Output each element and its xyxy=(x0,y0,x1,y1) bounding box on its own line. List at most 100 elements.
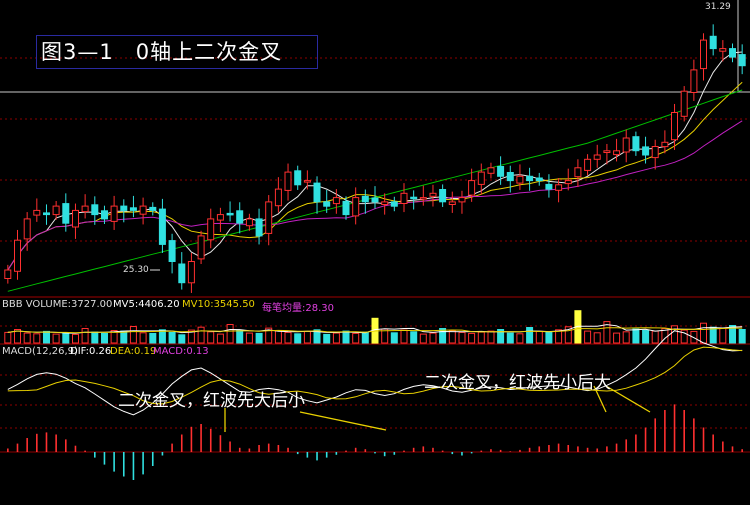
volume-bar-17 xyxy=(168,331,176,344)
volume-mv5: MV5:4406.20 xyxy=(113,299,180,310)
candle-body-55 xyxy=(535,177,543,182)
volume-bar-13 xyxy=(129,326,137,344)
volume-bar-6 xyxy=(62,332,70,344)
candle-body-48 xyxy=(468,180,476,196)
volume-mv10: MV10:3545.50 xyxy=(182,299,255,310)
candle-body-65 xyxy=(632,136,640,152)
candle-body-4 xyxy=(43,212,50,216)
volume-bar-58 xyxy=(564,326,572,344)
candle-body-17 xyxy=(168,240,176,263)
volume-bar-21 xyxy=(207,331,215,344)
volume-bar-18 xyxy=(178,334,186,344)
volume-bar-16 xyxy=(158,329,166,344)
macd-dea-line xyxy=(7,346,743,405)
volume-bar-33 xyxy=(323,333,331,344)
candle-body-30 xyxy=(294,170,302,186)
candle-body-27 xyxy=(265,201,273,234)
volume-bar-44 xyxy=(429,332,437,344)
volume-bar-60 xyxy=(584,330,592,344)
volume-bar-67 xyxy=(651,330,659,344)
candle-body-26 xyxy=(255,218,263,237)
volume-bar-41 xyxy=(400,329,408,344)
volume-mv10-line xyxy=(7,327,743,334)
volume-bar-55 xyxy=(535,330,543,344)
candle-body-0 xyxy=(4,269,12,279)
candle-body-62 xyxy=(603,150,611,154)
volume-bar-24 xyxy=(236,330,244,344)
ma10-line xyxy=(7,81,743,271)
candle-body-8 xyxy=(81,205,89,213)
volume-bar-48 xyxy=(468,332,476,344)
candle-body-39 xyxy=(381,201,389,205)
volume-bar-40 xyxy=(390,332,398,344)
candle-body-54 xyxy=(526,175,534,182)
candle-body-13 xyxy=(129,207,137,211)
volume-bar-4 xyxy=(43,330,50,344)
candle-body-73 xyxy=(709,35,717,50)
volume-bar-3 xyxy=(33,333,41,344)
volume-bar-19 xyxy=(187,329,195,344)
volume-bar-28 xyxy=(274,330,282,344)
volume-bar-75 xyxy=(729,325,736,344)
candle-body-24 xyxy=(236,210,244,224)
candle-body-36 xyxy=(352,197,360,217)
volume-bar-65 xyxy=(632,328,640,344)
candle-body-60 xyxy=(584,158,592,171)
volume-bar-11 xyxy=(110,330,118,344)
volume-bar-32 xyxy=(313,329,321,344)
volume-bar-25 xyxy=(245,332,253,344)
candle-body-72 xyxy=(700,39,707,70)
ma20-line xyxy=(7,120,743,271)
volume-bar-43 xyxy=(419,333,427,344)
annotation-arrow-right-1 xyxy=(593,385,607,413)
price-high-label: 31.29 xyxy=(705,2,731,12)
candle-body-37 xyxy=(361,195,369,203)
volume-bar-49 xyxy=(477,331,485,344)
candle-body-42 xyxy=(410,196,418,200)
candle-body-64 xyxy=(622,137,630,153)
volume-bar-73 xyxy=(709,326,717,344)
price-low-label: 25.30 xyxy=(123,265,149,275)
candle-body-28 xyxy=(274,188,282,207)
chart-title: 图3—1 0轴上二次金叉 xyxy=(41,40,283,64)
volume-bar-56 xyxy=(545,331,553,344)
macd-value: MACD:0.13 xyxy=(153,346,209,357)
ma5-line xyxy=(7,51,743,271)
volume-bar-14 xyxy=(139,332,147,344)
candle-body-1 xyxy=(14,239,21,272)
candle-body-2 xyxy=(23,218,31,240)
candle-body-29 xyxy=(284,171,292,191)
volume-bar-46 xyxy=(448,330,456,344)
volume-bar-47 xyxy=(458,331,466,344)
macd-prefix: MACD(12,26,9) xyxy=(2,346,78,357)
candle-body-16 xyxy=(158,208,166,245)
candle-body-52 xyxy=(506,172,514,182)
candle-body-31 xyxy=(303,180,311,183)
volume-bar-26 xyxy=(255,332,263,344)
volume-bar-10 xyxy=(101,332,108,344)
volume-bar-54 xyxy=(526,327,534,344)
candle-body-43 xyxy=(419,197,427,200)
candle-body-35 xyxy=(342,200,350,216)
volume-bar-37 xyxy=(361,331,369,344)
volume-bar-50 xyxy=(487,330,495,344)
candle-body-71 xyxy=(690,69,698,94)
candle-body-75 xyxy=(729,48,736,58)
candle-body-70 xyxy=(680,90,688,117)
volume-bar-61 xyxy=(593,332,601,344)
candle-body-51 xyxy=(497,166,505,177)
candle-body-47 xyxy=(458,197,466,203)
candle-body-23 xyxy=(226,212,234,216)
candle-body-45 xyxy=(439,189,447,203)
candle-body-61 xyxy=(593,154,601,160)
volume-bar-42 xyxy=(410,331,418,344)
candle-body-50 xyxy=(487,167,495,174)
volume-bar-22 xyxy=(216,333,224,344)
candle-body-53 xyxy=(516,175,524,184)
title-frame xyxy=(36,35,318,69)
candle-body-41 xyxy=(400,192,408,205)
candle-body-9 xyxy=(91,204,99,216)
candle-body-19 xyxy=(187,261,195,284)
candle-body-15 xyxy=(149,206,157,211)
